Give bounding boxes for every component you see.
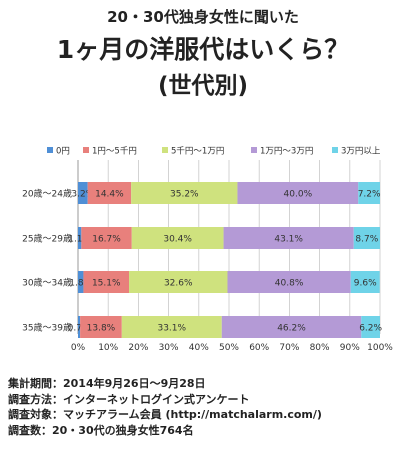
data-label: 0.7% bbox=[68, 324, 91, 334]
bar-segment bbox=[221, 316, 362, 338]
data-label: 43.1% bbox=[274, 235, 303, 245]
bar-segment bbox=[78, 271, 84, 293]
legend-label: 1万円〜3万円 bbox=[260, 147, 313, 157]
bar-segment bbox=[131, 227, 224, 249]
x-tick-label: 20% bbox=[128, 343, 148, 353]
stacked-bar-chart: 0円 1円〜5千円 5千円〜1万円 1万円〜3万円 3万円以上 0% 10% 20% 30% 40… bbox=[22, 146, 393, 354]
legend-swatch bbox=[162, 147, 168, 153]
data-label: 6.2% bbox=[359, 324, 382, 334]
data-label: 40.8% bbox=[275, 279, 304, 289]
x-tick-label: 40% bbox=[189, 343, 209, 353]
data-label: 14.4% bbox=[95, 190, 124, 200]
x-tick-label: 100% bbox=[367, 343, 393, 353]
data-label: 13.8% bbox=[87, 324, 116, 334]
bar-segment bbox=[81, 227, 132, 249]
data-label: 40.0% bbox=[284, 190, 313, 200]
x-tick-label: 0% bbox=[71, 343, 86, 353]
legend-swatch bbox=[47, 147, 53, 153]
data-label: 3.2% bbox=[71, 190, 94, 200]
survey-notes: 集計期間：2014年9月26日〜9月28日 調査方法：インターネットログイン式ア… bbox=[8, 376, 322, 438]
legend-label: 0円 bbox=[56, 147, 70, 157]
data-label: 32.6% bbox=[164, 279, 193, 289]
category-label: 30歳〜34歳 bbox=[22, 277, 72, 289]
legend-swatch bbox=[83, 147, 89, 153]
data-label: 46.2% bbox=[277, 324, 306, 334]
bar-segment bbox=[121, 316, 222, 338]
chart-supertitle: 20・30代独身女性に聞いた bbox=[107, 8, 299, 26]
data-label: 30.4% bbox=[163, 235, 192, 245]
x-tick-label: 60% bbox=[249, 343, 269, 353]
x-tick-label: 70% bbox=[279, 343, 299, 353]
x-tick-label: 80% bbox=[310, 343, 330, 353]
survey-method: 調査方法：インターネットログイン式アンケート bbox=[8, 392, 250, 406]
bar-segment bbox=[223, 227, 354, 249]
data-label: 1.1% bbox=[68, 235, 91, 245]
data-label: 15.1% bbox=[92, 279, 121, 289]
legend-label: 1円〜5千円 bbox=[92, 146, 137, 157]
bar-segment bbox=[83, 271, 130, 293]
bar-segment bbox=[78, 182, 88, 204]
data-label: 7.2% bbox=[358, 190, 381, 200]
bar-segment bbox=[87, 182, 132, 204]
category-label: 25歳〜29歳 bbox=[22, 233, 72, 245]
x-tick-label: 30% bbox=[159, 343, 179, 353]
legend-label: 3万円以上 bbox=[341, 147, 381, 157]
bar-segment bbox=[131, 182, 238, 204]
category-label: 35歳〜39歳 bbox=[22, 322, 72, 334]
legend-swatch bbox=[332, 147, 338, 153]
bar-segment bbox=[227, 271, 351, 293]
survey-count: 調査数：20・30代の独身女性764名 bbox=[8, 423, 194, 437]
bar-segment bbox=[358, 182, 380, 204]
x-tick-label: 50% bbox=[219, 343, 239, 353]
data-label: 16.7% bbox=[92, 235, 121, 245]
chart-subtitle: (世代別) bbox=[157, 73, 249, 99]
bar-segment bbox=[80, 316, 122, 338]
data-label: 9.6% bbox=[354, 279, 377, 289]
bar-segment bbox=[353, 227, 380, 249]
x-tick-label: 10% bbox=[98, 343, 118, 353]
bar-segment bbox=[129, 271, 228, 293]
data-label: 35.2% bbox=[170, 190, 199, 200]
bar-segment bbox=[350, 271, 380, 293]
bar-segment bbox=[78, 227, 82, 249]
legend-label: 5千円〜1万円 bbox=[171, 146, 224, 157]
x-tick-label: 90% bbox=[340, 343, 360, 353]
data-label: 1.8% bbox=[69, 279, 92, 289]
legend-swatch bbox=[251, 147, 257, 153]
data-label: 8.7% bbox=[355, 235, 378, 245]
bar-segment bbox=[361, 316, 380, 338]
chart-title: 1ヶ月の洋服代はいくら？ bbox=[56, 35, 350, 64]
survey-target: 調査対象：マッチアラーム会員 (http://matchalarm.com/) bbox=[8, 408, 322, 421]
survey-period: 集計期間：2014年9月26日〜9月28日 bbox=[8, 377, 206, 390]
bar-segment bbox=[78, 316, 81, 338]
data-label: 33.1% bbox=[157, 324, 186, 334]
bar-segment bbox=[237, 182, 359, 204]
category-label: 20歳〜24歳 bbox=[22, 188, 72, 200]
